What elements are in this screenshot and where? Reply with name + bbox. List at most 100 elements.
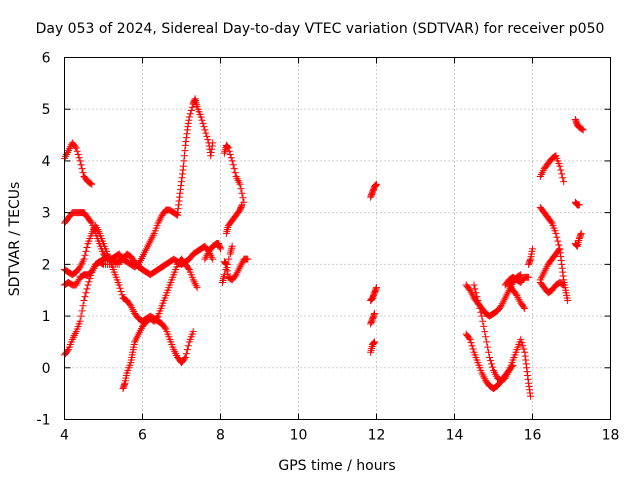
data-point-marker [558,170,566,178]
data-point-marker [373,180,380,188]
data-point-marker [484,343,492,351]
data-point-marker [472,289,480,297]
data-point-marker [82,289,90,297]
data-point-marker [465,334,473,342]
series-track-8 [174,95,217,217]
data-point-marker [556,162,564,170]
data-point-marker [115,281,123,289]
data-point-marker [222,266,230,274]
data-point-marker [473,293,481,301]
data-point-marker [518,339,526,347]
series-track-28 [571,116,587,134]
series-track-29 [571,198,583,209]
data-point-marker [74,150,82,158]
series-track-9 [201,240,224,263]
series-track-22 [505,281,529,312]
data-point-marker [188,103,196,111]
x-tick-label: 18 [602,428,620,444]
data-point-marker [477,308,485,316]
data-point-marker [228,157,236,165]
y-tick-label: 3 [42,206,51,222]
data-point-marker [220,271,228,279]
series-track-5 [61,222,197,367]
data-point-marker [117,288,125,296]
data-point-marker [486,353,494,361]
data-point-marker [480,322,488,330]
data-point-marker [520,303,528,311]
data-point-marker [76,317,84,325]
series-track-23 [525,245,536,268]
data-point-marker [578,125,586,133]
data-point-marker [63,347,71,355]
data-point-marker [527,392,535,400]
data-point-marker [223,260,231,268]
data-point-marker [489,363,497,371]
data-point-marker [474,297,482,305]
data-point-marker [187,107,195,115]
data-point-marker [556,245,564,253]
data-point-marker [471,285,479,293]
data-point-marker [555,246,563,254]
y-tick-label: 0 [42,361,51,377]
data-point-marker [520,345,528,353]
data-point-marker [81,293,89,301]
data-point-marker [180,355,188,363]
data-point-marker [201,126,209,134]
data-point-marker [469,345,477,353]
data-point-marker [99,260,107,268]
plot-frame [64,57,611,420]
data-point-marker [467,339,475,347]
data-point-marker [554,237,562,245]
series-track-20 [470,281,535,400]
data-point-marker [88,180,96,188]
data-point-marker [481,328,489,336]
data-point-marker [189,328,197,336]
series-track-14 [367,180,380,201]
data-point-marker [200,123,208,131]
data-point-marker [547,218,555,226]
series-track-11 [220,255,252,284]
series-track-15 [367,284,380,305]
data-point-marker [470,281,478,289]
data-point-marker [226,150,234,158]
data-point-marker [476,304,484,312]
data-point-marker [478,312,486,320]
grid [64,57,611,420]
data-point-marker [564,297,572,305]
data-point-marker [236,180,244,188]
data-point-marker [483,338,491,346]
data-point-marker [579,126,587,134]
series-track-12 [222,201,246,237]
data-point-marker [371,309,379,317]
data-point-marker [577,229,585,237]
data-point-marker [185,113,193,121]
x-tick-label: 10 [290,428,308,444]
data-point-marker [87,271,95,279]
data-point-marker [485,348,493,356]
x-tick-label: 14 [446,428,464,444]
data-point-marker [244,255,252,263]
data-point-marker [83,244,91,252]
data-point-marker [231,169,239,177]
data-point-marker [373,284,380,292]
data-point-marker [76,157,84,165]
data-point-marker [560,281,568,289]
data-point-marker [238,201,246,209]
data-point-marker [227,154,235,162]
data-point-marker [559,280,567,288]
data-point-marker [224,144,232,152]
data-point-marker [186,110,194,118]
series-track-30 [571,229,585,250]
x-tick-label: 8 [216,428,225,444]
data-point-marker [73,147,81,155]
data-point-marker [475,300,483,308]
data-point-marker [181,353,189,361]
data-point-marker [371,338,379,346]
y-axis-label: SDTVAR / TECUs [7,182,23,297]
y-tick-label: 1 [42,309,51,325]
y-tick-label: 2 [42,257,51,273]
data-point-marker [198,116,206,124]
data-point-marker [237,185,245,193]
data-point-marker [552,229,560,237]
